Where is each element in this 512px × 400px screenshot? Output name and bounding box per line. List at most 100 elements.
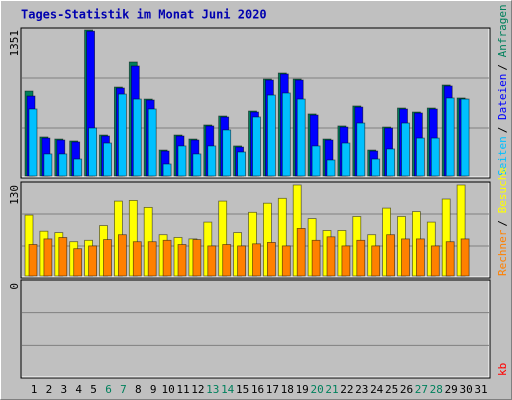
- x-tick-label: 17: [266, 383, 279, 396]
- bar: [118, 93, 127, 177]
- bar: [311, 239, 321, 277]
- x-tick-label: 25: [385, 383, 398, 396]
- legend-separator: /: [496, 127, 509, 134]
- bar: [88, 127, 97, 177]
- bar: [28, 108, 38, 177]
- bar: [460, 98, 470, 177]
- bar: [177, 244, 187, 277]
- x-tick-label: 12: [191, 383, 204, 396]
- bar: [162, 163, 172, 177]
- legend-entry: Dateien: [496, 74, 509, 120]
- bar: [386, 148, 396, 177]
- legend-separator: /: [496, 220, 509, 227]
- x-tick-label: 8: [135, 383, 142, 396]
- bar: [103, 239, 112, 277]
- legend-entry: Rechner: [496, 229, 509, 276]
- bar: [341, 142, 351, 177]
- x-tick-label: 5: [90, 383, 97, 396]
- bar: [177, 145, 187, 177]
- bar: [326, 159, 336, 177]
- bar: [147, 241, 157, 277]
- x-tick-label: 30: [459, 383, 472, 396]
- x-tick-label: 1: [31, 383, 38, 396]
- bar: [356, 239, 366, 277]
- y-tick-label: 130: [8, 185, 21, 205]
- bar: [132, 241, 142, 277]
- bar: [192, 239, 202, 277]
- bar: [356, 122, 366, 177]
- bar: [73, 158, 83, 177]
- bar: [445, 97, 455, 177]
- bar: [28, 244, 38, 277]
- bar: [445, 241, 455, 277]
- bar: [118, 234, 127, 277]
- bar: [237, 151, 247, 177]
- legend: Seiten / Dateien / Anfragen: [496, 4, 509, 176]
- x-tick-label: 26: [400, 383, 413, 396]
- bar: [386, 234, 396, 277]
- bar: [266, 241, 276, 277]
- bar: [207, 145, 217, 177]
- bar: [252, 243, 261, 277]
- legend-entry: Seiten: [496, 136, 509, 176]
- bar: [415, 238, 425, 277]
- legend-entry: kb: [496, 363, 509, 376]
- bar: [43, 153, 53, 177]
- bar: [103, 142, 112, 177]
- x-tick-label: 10: [161, 383, 174, 396]
- bar: [281, 245, 291, 277]
- bar: [222, 129, 232, 177]
- x-tick-label: 13: [206, 383, 219, 396]
- x-tick-label: 19: [296, 383, 309, 396]
- bar: [162, 239, 172, 277]
- bar: [311, 145, 321, 177]
- bar: [207, 245, 217, 277]
- bar: [73, 248, 83, 277]
- bar: [43, 238, 53, 277]
- bar: [401, 122, 410, 177]
- x-tick-label: 24: [370, 383, 384, 396]
- bar: [222, 244, 232, 277]
- bar: [401, 238, 410, 277]
- bar: [371, 158, 381, 177]
- x-tick-label: 28: [430, 383, 443, 396]
- x-tick-label: 4: [75, 383, 82, 396]
- y-tick-label: 1351: [8, 30, 21, 57]
- x-tick-label: 27: [415, 383, 428, 396]
- x-tick-label: 20: [310, 383, 323, 396]
- x-tick-label: 15: [236, 383, 249, 396]
- bar: [237, 245, 247, 277]
- x-tick-label: 18: [281, 383, 294, 396]
- y-tick-label: 0: [8, 283, 21, 290]
- bar: [252, 116, 261, 177]
- legend-entry: Anfragen: [496, 4, 509, 57]
- x-tick-label: 16: [251, 383, 264, 396]
- x-tick-label: 9: [150, 383, 157, 396]
- x-tick-label: 3: [60, 383, 67, 396]
- x-tick-label: 31: [474, 383, 487, 396]
- bar: [192, 153, 202, 177]
- x-tick-label: 2: [46, 383, 53, 396]
- legend-separator: /: [496, 64, 509, 71]
- bar: [147, 108, 157, 177]
- bar: [88, 245, 97, 277]
- legend: Rechner / Besuche: [496, 167, 509, 276]
- x-tick-label: 23: [355, 383, 368, 396]
- bar: [266, 94, 276, 177]
- bar: [296, 98, 306, 177]
- x-tick-label: 29: [445, 383, 458, 396]
- bar: [281, 92, 291, 177]
- legend: kb: [496, 363, 509, 376]
- bar: [58, 237, 68, 277]
- chart-title: Tages-Statistik im Monat Juni 2020: [21, 8, 267, 22]
- x-tick-label: 21: [325, 383, 338, 396]
- bar: [430, 245, 440, 277]
- x-tick-label: 7: [120, 383, 127, 396]
- bar: [58, 153, 68, 177]
- bar: [296, 227, 306, 277]
- bar: [326, 236, 336, 277]
- bar: [371, 245, 381, 277]
- bar: [430, 137, 440, 177]
